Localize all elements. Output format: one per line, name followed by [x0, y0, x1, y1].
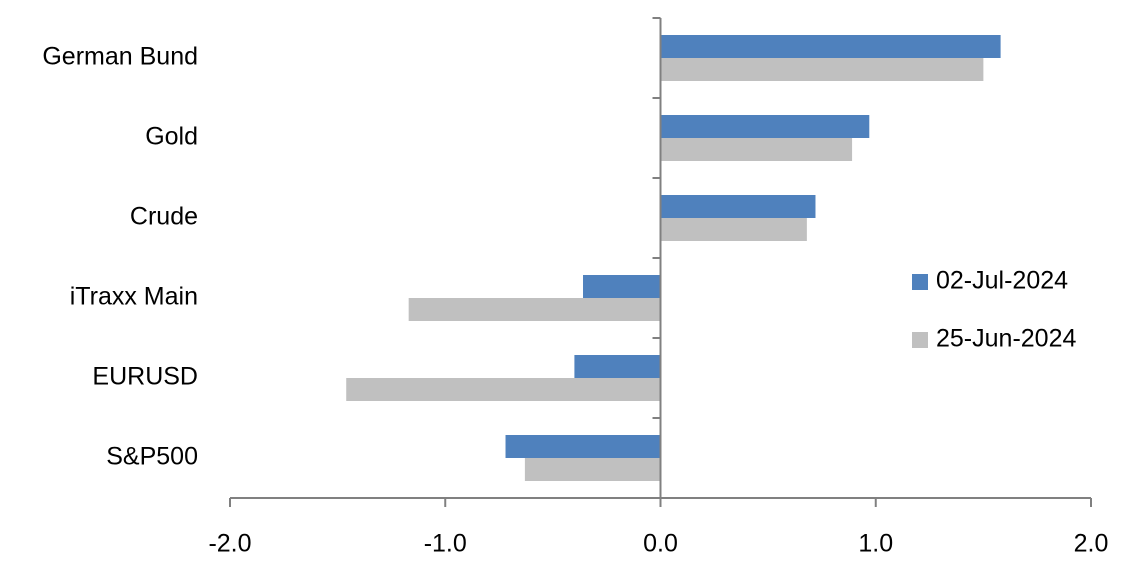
- y-tick-label: German Bund: [42, 43, 198, 71]
- y-tick-label: Gold: [145, 123, 198, 151]
- bar: [574, 355, 661, 378]
- x-tick-label: 0.0: [643, 530, 678, 558]
- bar: [660, 195, 816, 218]
- bar: [660, 58, 984, 81]
- legend-label: 25-Jun-2024: [936, 325, 1076, 353]
- x-tick-label: 2.0: [1074, 530, 1109, 558]
- y-tick-label: EURUSD: [92, 363, 198, 391]
- bar: [583, 275, 661, 298]
- bar: [660, 35, 1001, 58]
- x-tick-label: 1.0: [858, 530, 893, 558]
- bar: [660, 115, 870, 138]
- y-tick-label: S&P500: [106, 443, 198, 471]
- legend-swatch: [912, 332, 928, 348]
- legend-label: 02-Jul-2024: [936, 267, 1068, 295]
- bar: [408, 298, 661, 321]
- x-tick-label: -2.0: [208, 530, 251, 558]
- legend-swatch: [912, 274, 928, 290]
- bar: [660, 218, 807, 241]
- y-tick-label: iTraxx Main: [70, 283, 198, 311]
- bar: [524, 458, 661, 481]
- y-tick-label: Crude: [130, 203, 198, 231]
- x-tick-label: -1.0: [424, 530, 467, 558]
- bar: [660, 138, 853, 161]
- bar: [505, 435, 661, 458]
- bar: [346, 378, 661, 401]
